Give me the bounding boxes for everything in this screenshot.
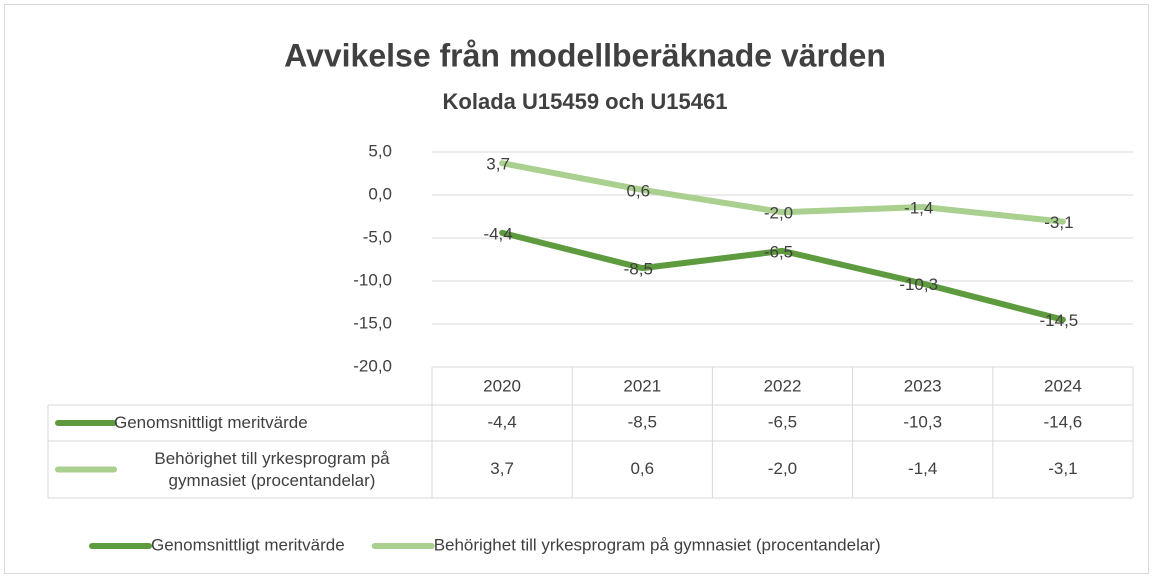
data-label: -6,5 <box>764 242 793 261</box>
table-row-label-text: Behörighet till yrkesprogram på gymnasie… <box>154 448 390 490</box>
y-tick-label: -10,0 <box>353 270 392 289</box>
chart-subtitle: Kolada U15459 och U15461 <box>443 89 728 114</box>
data-label: -2,0 <box>764 204 793 223</box>
x-tick-label: 2023 <box>904 376 942 395</box>
table-cell: -4,4 <box>487 412 516 431</box>
data-label: -8,5 <box>624 260 653 279</box>
table-cell: -2,0 <box>768 459 797 478</box>
series-line <box>499 229 1066 323</box>
data-label: -4,4 <box>483 224 512 243</box>
chart-border <box>4 4 1149 574</box>
table-row-label-text: Genomsnittligt meritvärde <box>114 413 308 432</box>
data-label: 3,7 <box>486 155 510 174</box>
data-label: -1,4 <box>904 199 933 218</box>
table-cell: 0,6 <box>630 459 654 478</box>
data-label: -3,1 <box>1044 213 1073 232</box>
y-tick-label: -20,0 <box>353 356 392 375</box>
y-tick-label: 0,0 <box>368 184 392 203</box>
chart-title: Avvikelse från modellberäknade värden <box>284 37 886 73</box>
table-cell: -14,6 <box>1044 412 1083 431</box>
y-tick-label: -15,0 <box>353 313 392 332</box>
x-tick-label: 2024 <box>1044 376 1082 395</box>
table-cell: -6,5 <box>768 412 797 431</box>
table-row-label: Genomsnittligt meritvärde <box>114 413 308 432</box>
legend-label: Behörighet till yrkesprogram på gymnasie… <box>434 535 881 554</box>
y-tick-label: 5,0 <box>368 141 392 160</box>
x-tick-label: 2022 <box>764 376 802 395</box>
table-cell: -8,5 <box>628 412 657 431</box>
data-label: -14,5 <box>1040 311 1079 330</box>
x-tick-label: 2021 <box>623 376 661 395</box>
legend-label: Genomsnittligt meritvärde <box>151 535 345 554</box>
table-row-label: Behörighet till yrkesprogram på gymnasie… <box>154 448 390 490</box>
data-label: 0,6 <box>626 181 650 200</box>
table-cell: -1,4 <box>908 459 937 478</box>
table-cell: -3,1 <box>1048 459 1077 478</box>
series-line <box>499 160 1066 225</box>
y-tick-label: -5,0 <box>363 227 392 246</box>
data-label: -10,3 <box>899 275 938 294</box>
x-tick-label: 2020 <box>483 376 521 395</box>
table-cell: -10,3 <box>903 412 942 431</box>
table-cell: 3,7 <box>490 459 514 478</box>
